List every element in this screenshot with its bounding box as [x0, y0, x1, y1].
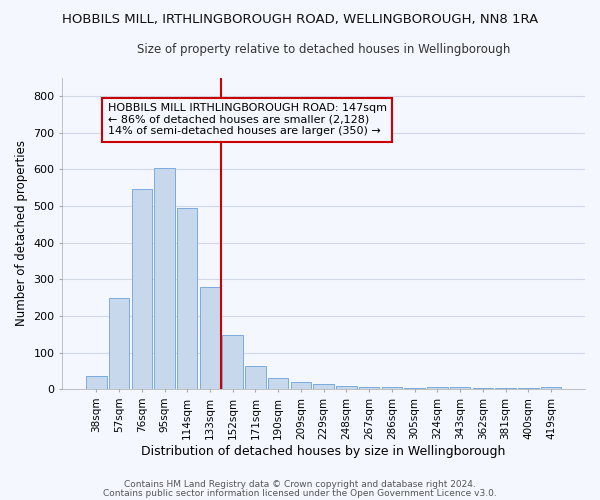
Text: Contains public sector information licensed under the Open Government Licence v3: Contains public sector information licen…	[103, 488, 497, 498]
Bar	[200, 287, 220, 389]
Bar	[177, 208, 197, 389]
Text: Contains HM Land Registry data © Crown copyright and database right 2024.: Contains HM Land Registry data © Crown c…	[124, 480, 476, 489]
Bar	[382, 388, 402, 389]
Bar	[86, 376, 107, 389]
Bar	[359, 386, 379, 389]
Y-axis label: Number of detached properties: Number of detached properties	[15, 140, 28, 326]
Bar	[245, 366, 266, 389]
Bar	[131, 190, 152, 389]
Bar	[496, 388, 516, 389]
Text: HOBBILS MILL IRTHLINGBOROUGH ROAD: 147sqm
← 86% of detached houses are smaller (: HOBBILS MILL IRTHLINGBOROUGH ROAD: 147sq…	[107, 103, 386, 136]
Bar	[541, 386, 561, 389]
Bar	[313, 384, 334, 389]
Bar	[473, 388, 493, 389]
Bar	[290, 382, 311, 389]
Bar	[268, 378, 289, 389]
Bar	[427, 387, 448, 389]
Bar	[336, 386, 356, 389]
Bar	[404, 388, 425, 389]
Bar	[223, 336, 243, 389]
Title: Size of property relative to detached houses in Wellingborough: Size of property relative to detached ho…	[137, 42, 511, 56]
Bar	[518, 388, 539, 389]
Bar	[450, 388, 470, 389]
Text: HOBBILS MILL, IRTHLINGBOROUGH ROAD, WELLINGBOROUGH, NN8 1RA: HOBBILS MILL, IRTHLINGBOROUGH ROAD, WELL…	[62, 12, 538, 26]
Bar	[154, 168, 175, 389]
Bar	[109, 298, 129, 389]
X-axis label: Distribution of detached houses by size in Wellingborough: Distribution of detached houses by size …	[142, 444, 506, 458]
